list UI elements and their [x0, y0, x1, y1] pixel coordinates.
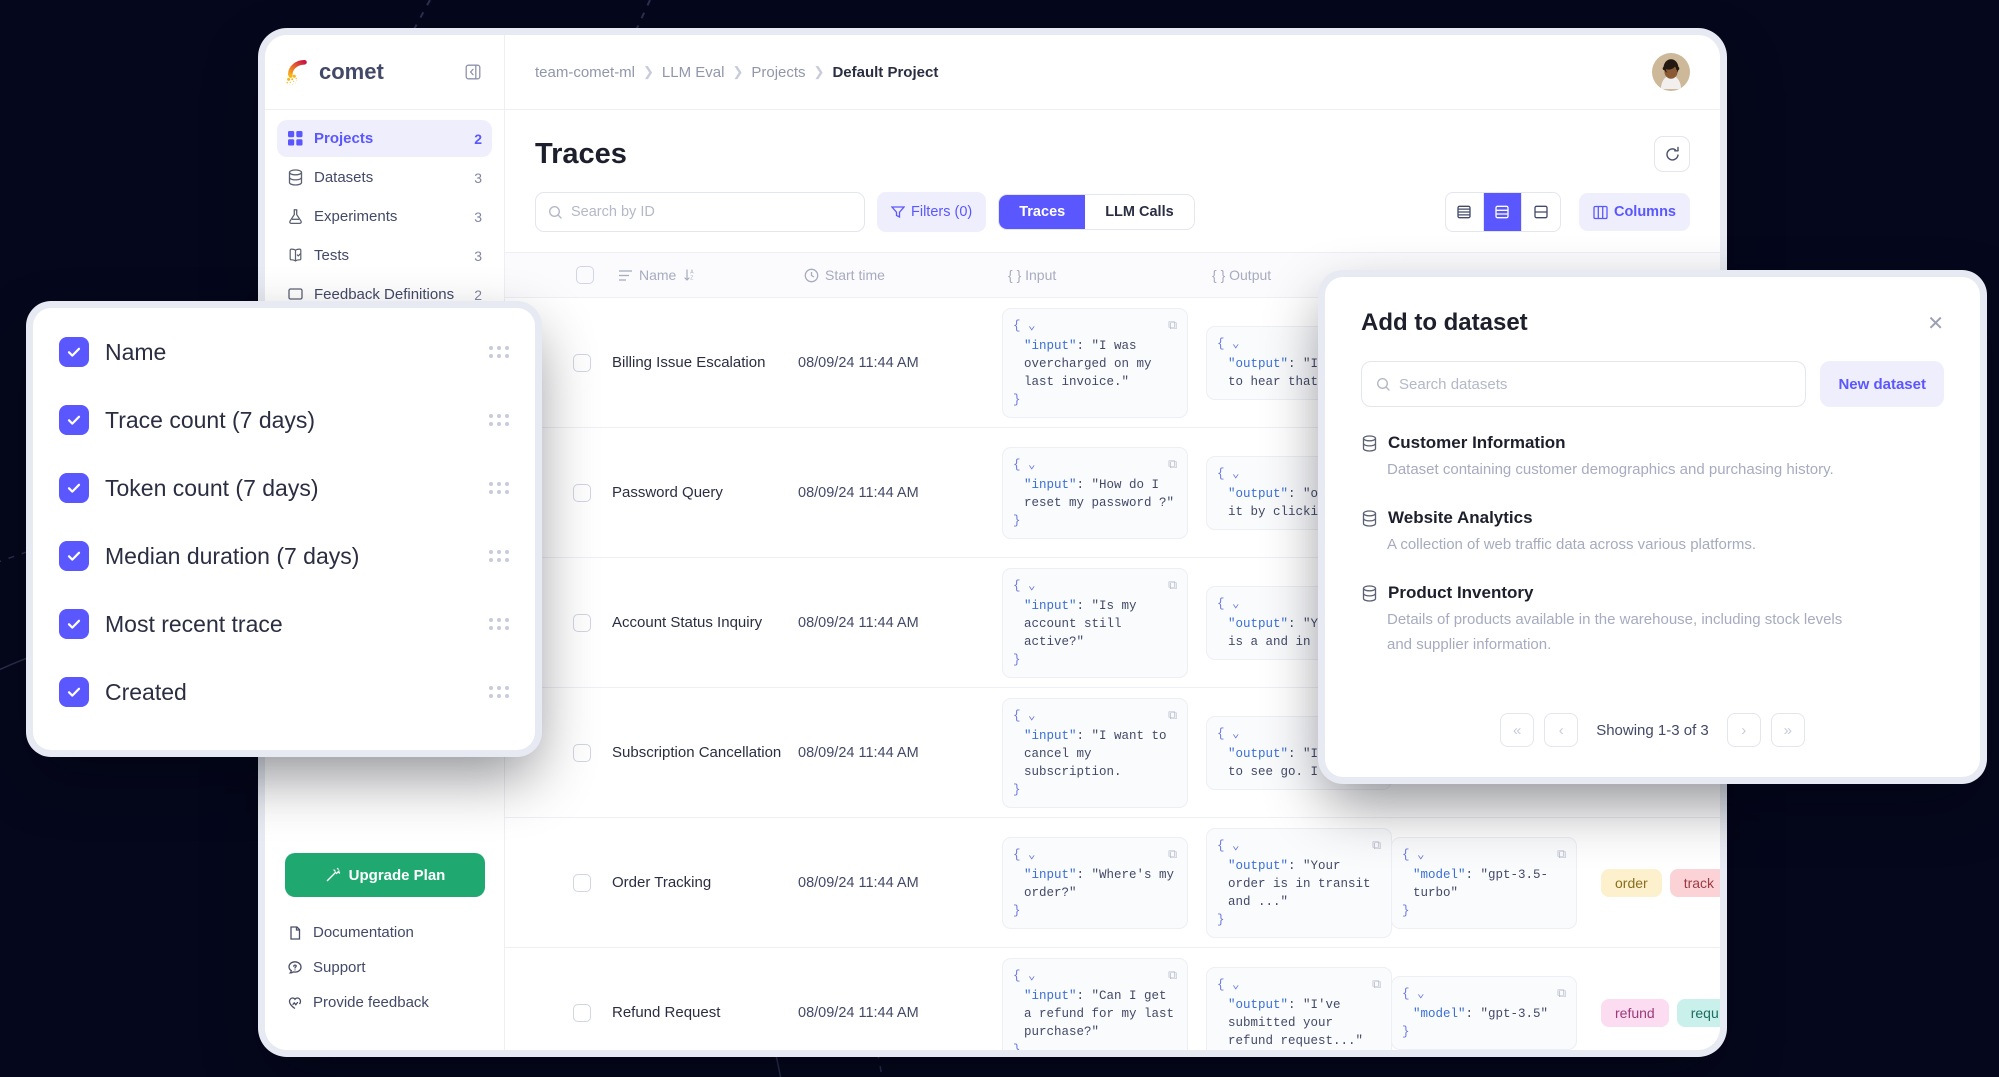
svg-text:Z: Z [691, 275, 694, 281]
